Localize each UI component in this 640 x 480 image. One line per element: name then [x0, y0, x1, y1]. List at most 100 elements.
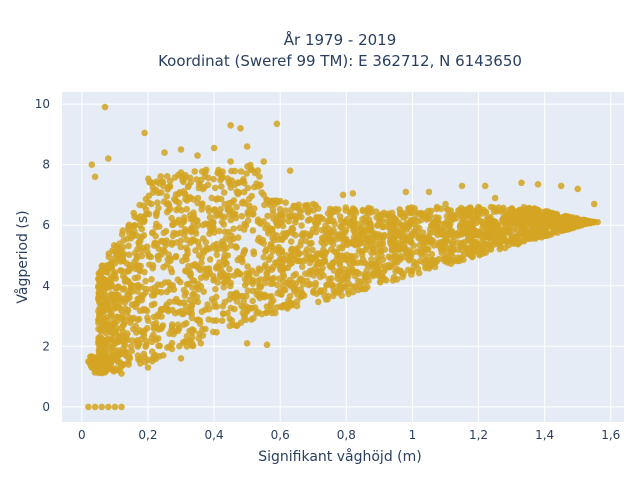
scatter-point: [164, 186, 171, 193]
scatter-point: [235, 179, 243, 186]
scatter-point: [402, 188, 410, 196]
scatter-point: [281, 286, 289, 294]
scatter-point: [101, 369, 109, 376]
scatter-point: [166, 205, 174, 212]
scatter-point: [298, 263, 306, 271]
scatter-point: [218, 317, 226, 325]
scatter-point: [189, 262, 196, 269]
scatter-point: [269, 210, 277, 217]
scatter-point: [177, 355, 185, 362]
scatter-point: [530, 222, 538, 229]
scatter-point: [286, 276, 293, 284]
scatter-point: [376, 273, 383, 280]
scatter-point: [278, 249, 286, 256]
scatter-point: [208, 194, 215, 202]
scatter-point: [173, 230, 181, 238]
scatter-point: [262, 279, 269, 287]
scatter-point: [270, 274, 278, 282]
scatter-point: [292, 216, 300, 223]
x-tick-label: 1,6: [601, 428, 620, 442]
scatter-point: [183, 338, 190, 346]
scatter-point: [189, 334, 196, 341]
scatter-point: [588, 218, 595, 226]
scatter-point: [306, 259, 314, 267]
scatter-point: [158, 189, 165, 196]
scatter-point: [263, 246, 270, 253]
scatter-point: [211, 275, 218, 283]
scatter-point: [226, 199, 233, 207]
y-tick-label: 2: [42, 339, 50, 353]
scatter-point: [293, 203, 301, 211]
scatter-point: [131, 222, 138, 230]
scatter-point: [149, 348, 156, 356]
scatter-point: [99, 303, 106, 310]
scatter-point: [314, 205, 322, 212]
scatter-point: [367, 223, 375, 230]
scatter-point: [180, 286, 188, 294]
scatter-point: [317, 273, 324, 281]
scatter-point: [241, 281, 249, 289]
y-axis-title: Vågperiod (s): [14, 210, 31, 303]
scatter-point: [105, 403, 112, 411]
scatter-point: [254, 167, 262, 174]
scatter-point: [387, 228, 394, 235]
scatter-point: [229, 321, 237, 329]
scatter-point: [99, 262, 106, 270]
scatter-point: [296, 257, 303, 265]
scatter-point: [234, 234, 242, 241]
scatter-point: [296, 208, 304, 216]
scatter-point: [273, 120, 281, 128]
scatter-point: [115, 302, 122, 310]
scatter-point: [327, 246, 335, 253]
scatter-point: [274, 281, 281, 289]
scatter-point: [188, 314, 196, 322]
scatter-point: [418, 251, 425, 259]
scatter-point: [183, 236, 191, 244]
scatter-point: [193, 283, 201, 291]
scatter-point: [279, 277, 287, 285]
scatter-point: [403, 249, 410, 257]
scatter-point: [507, 214, 514, 221]
scatter-point: [346, 264, 353, 272]
scatter-point: [158, 324, 165, 332]
scatter-point: [124, 235, 131, 242]
scatter-point: [336, 268, 344, 276]
scatter-point: [120, 285, 128, 292]
scatter-point: [161, 305, 168, 313]
scatter-point: [464, 244, 471, 252]
scatter-point: [328, 207, 336, 214]
scatter-point: [524, 221, 532, 228]
scatter-point: [206, 256, 214, 263]
scatter-point: [277, 303, 285, 310]
scatter-point: [342, 207, 349, 214]
scatter-point: [546, 211, 554, 218]
scatter-point: [548, 231, 555, 238]
scatter-point: [273, 232, 281, 239]
scatter-point: [124, 277, 131, 285]
scatter-point: [116, 358, 123, 366]
scatter-point: [314, 219, 322, 226]
scatter-point: [227, 279, 234, 287]
scatter-point: [469, 214, 477, 222]
scatter-point: [240, 298, 247, 305]
scatter-point: [249, 280, 257, 288]
scatter-point: [221, 279, 228, 286]
scatter-point: [105, 253, 113, 261]
scatter-point: [150, 331, 157, 339]
scatter-point: [427, 229, 434, 237]
scatter-point: [210, 229, 218, 236]
scatter-point: [130, 209, 137, 217]
scatter-point: [508, 234, 515, 241]
scatter-point: [148, 301, 156, 309]
scatter-point: [321, 257, 329, 264]
scatter-point: [140, 218, 148, 226]
scatter-point: [217, 176, 224, 184]
scatter-point: [210, 242, 218, 249]
scatter-point: [242, 316, 249, 324]
scatter-point: [161, 279, 169, 286]
scatter-point: [154, 199, 161, 206]
scatter-point: [392, 252, 399, 260]
scatter-point: [285, 256, 292, 264]
scatter-point: [461, 226, 469, 234]
scatter-points: [85, 103, 601, 411]
